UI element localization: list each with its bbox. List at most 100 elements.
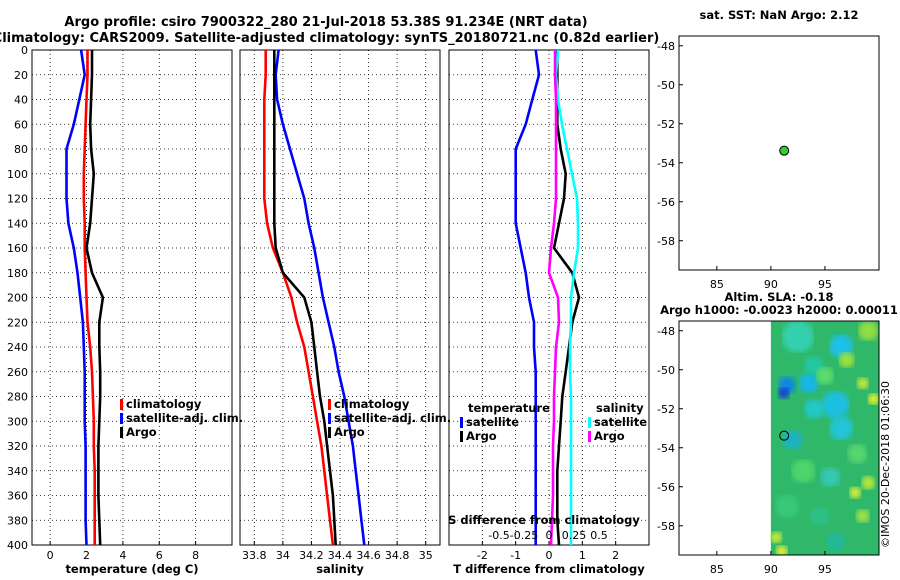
y-tick-label: 140 xyxy=(7,217,28,230)
x-tick-label: 0 xyxy=(47,549,54,562)
y-tick-label: 260 xyxy=(7,366,28,379)
sla-anomaly-blob xyxy=(770,531,783,544)
series-line-t-satellite xyxy=(514,50,541,545)
x-tick-label: 95 xyxy=(818,278,832,291)
y-tick-label: 320 xyxy=(7,440,28,453)
legend-swatch xyxy=(460,417,463,428)
y-tick-label: 180 xyxy=(7,267,28,280)
sla-anomaly-blob xyxy=(815,366,834,385)
salinity-xlabel: salinity xyxy=(316,562,364,576)
sla-anomaly-blob xyxy=(855,509,870,523)
x-tick-label: 34.8 xyxy=(385,549,410,562)
y-tick-label: -52 xyxy=(657,118,675,131)
y-tick-label: 80 xyxy=(14,143,28,156)
x-tick-label: 8 xyxy=(192,549,199,562)
y-tick-label: 0 xyxy=(21,44,28,57)
sla-anomaly-blob xyxy=(847,443,868,464)
legend-label: Argo xyxy=(334,425,365,439)
x-tick-label: 6 xyxy=(156,549,163,562)
x-tick-label: 4 xyxy=(119,549,126,562)
legend-swatch xyxy=(120,413,123,424)
x-tick-label: -2 xyxy=(477,549,488,562)
sla-anomaly-blob xyxy=(820,467,841,487)
y-tick-label: -58 xyxy=(657,520,675,533)
difference-xlabel: T difference from climatology xyxy=(453,562,645,576)
argo-position-marker xyxy=(779,145,790,156)
series-line-climatology xyxy=(82,50,96,545)
legend-label: climatology xyxy=(126,397,202,411)
s-tick-label: 0.25 xyxy=(562,529,587,542)
x-tick-label: 34.6 xyxy=(356,549,381,562)
x-tick-label: 2 xyxy=(83,549,90,562)
series-line-satellite-adj-clim- xyxy=(274,50,366,545)
sla-anomaly-blob xyxy=(821,390,850,419)
y-tick-label: 60 xyxy=(14,118,28,131)
temperature-axes-frame xyxy=(31,49,233,546)
legend-swatch xyxy=(328,413,331,424)
x-tick-label: 1 xyxy=(579,549,586,562)
series-line-s-satellite xyxy=(554,50,580,545)
y-tick-label: 200 xyxy=(7,292,28,305)
x-tick-label: 34.4 xyxy=(328,549,353,562)
sla-anomaly-blob xyxy=(791,459,816,484)
salinity-diff-axis-label: S difference from climatology xyxy=(448,513,640,527)
y-tick-label: 280 xyxy=(7,391,28,404)
legend-title-salinity: salinity xyxy=(596,401,644,415)
sla-anomaly-blob xyxy=(861,475,876,490)
y-tick-label: -56 xyxy=(657,196,675,209)
legend-label: satellite xyxy=(594,415,647,429)
salinity-panel: 33.8 34 34.2 34.4 34.6 34.8 35 salinity climatol… xyxy=(239,49,451,576)
y-tick-label: 40 xyxy=(14,94,28,107)
legend-title-temperature: temperature xyxy=(468,401,550,415)
x-tick-label: 0 xyxy=(546,549,553,562)
sla-map-subtitle: Argo h1000: -0.0023 h2000: 0.00011 xyxy=(660,303,898,317)
x-tick-label: 2 xyxy=(612,549,619,562)
sla-anomaly-blob xyxy=(798,373,819,394)
y-tick-label: -50 xyxy=(657,364,675,377)
y-tick-label: -58 xyxy=(657,235,675,248)
legend-label: climatology xyxy=(334,397,410,411)
sla-anomaly-blob xyxy=(858,321,879,341)
s-tick-label: -0.5 xyxy=(488,529,509,542)
series-line-argo xyxy=(272,50,337,545)
legend-label: Argo xyxy=(594,429,625,443)
legend-swatch xyxy=(328,427,331,438)
x-tick-label: 34.2 xyxy=(299,549,324,562)
sla-anomaly-blob xyxy=(775,494,800,519)
sla-anomaly-blob xyxy=(825,531,846,552)
x-tick-label: 85 xyxy=(710,563,724,576)
series-line-climatology xyxy=(262,50,335,545)
y-tick-label: 120 xyxy=(7,193,28,206)
difference-panel: -2 -1 0 1 2T difference from climatology temp… xyxy=(448,49,650,576)
s-tick-label: 0.5 xyxy=(590,529,608,542)
sla-anomaly-blob xyxy=(804,398,825,419)
y-tick-label: 100 xyxy=(7,168,28,181)
temperature-xlabel: temperature (deg C) xyxy=(65,562,198,576)
y-tick-label: 380 xyxy=(7,514,28,527)
sla-anomaly-blob xyxy=(838,352,855,368)
y-tick-label: -54 xyxy=(657,157,675,170)
y-tick-label: -50 xyxy=(657,79,675,92)
y-tick-label: 20 xyxy=(14,69,28,82)
y-tick-label: -54 xyxy=(657,442,675,455)
legend-label: Argo xyxy=(126,425,157,439)
sla-map-panel: 85 90 95 -48 -50 -52 -54 -56 -58 Altim. SLA: -0.1… xyxy=(657,290,898,576)
sla-heatmap-field xyxy=(770,321,879,555)
y-tick-label: 220 xyxy=(7,316,28,329)
y-tick-label: 340 xyxy=(7,465,28,478)
x-tick-label: 85 xyxy=(710,278,724,291)
s-tick-label: -0.25 xyxy=(510,529,538,542)
sla-anomaly-blob xyxy=(829,416,854,441)
legend-label: satellite-adj. clim. xyxy=(334,411,451,425)
sla-anomaly-blob xyxy=(777,387,790,400)
legend-label: satellite xyxy=(466,415,519,429)
x-tick-label: 90 xyxy=(764,278,778,291)
sst_map-axes-frame xyxy=(678,35,880,271)
sla-anomaly-blob xyxy=(856,377,869,390)
y-tick-label: 240 xyxy=(7,341,28,354)
legend-swatch xyxy=(120,399,123,410)
sla-anomaly-blob xyxy=(781,321,814,353)
sla-anomaly-blob xyxy=(867,393,879,405)
